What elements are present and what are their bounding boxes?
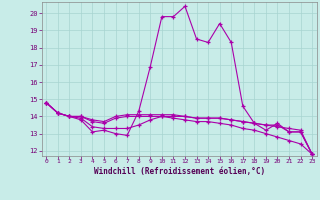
X-axis label: Windchill (Refroidissement éolien,°C): Windchill (Refroidissement éolien,°C) (94, 167, 265, 176)
